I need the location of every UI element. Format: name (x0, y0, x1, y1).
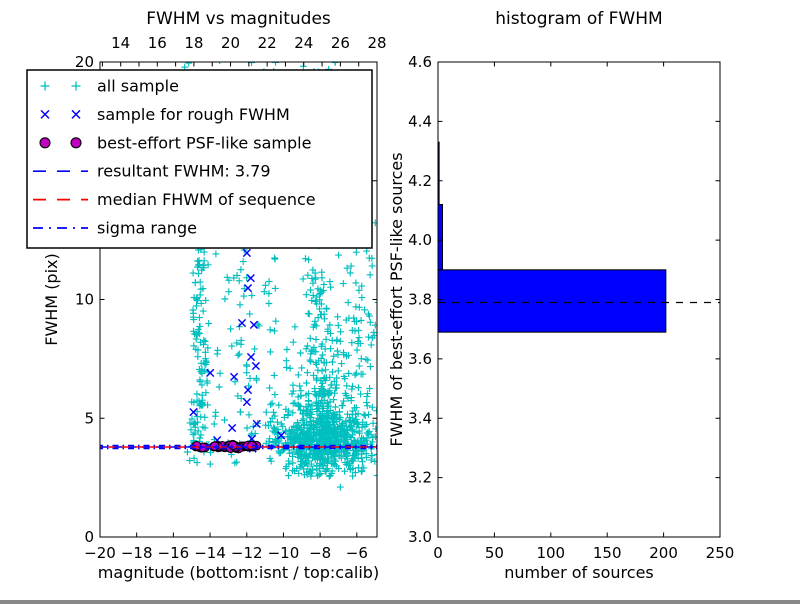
hist-bar-0 (438, 269, 667, 333)
psf-sample-point (210, 441, 220, 451)
left-plot-ylabel: FWHM (pix) (42, 253, 61, 346)
x-tick-label: 150 (593, 544, 622, 562)
hist-bar-1 (438, 204, 444, 271)
x-tick-label: −10 (268, 544, 300, 562)
legend-item-label: sample for rough FWHM (97, 105, 290, 124)
legend-x-marker-icon (71, 109, 81, 119)
x-tick-label: 50 (485, 544, 504, 562)
x-tick-label: −16 (158, 544, 190, 562)
top-tick-label: 16 (148, 34, 167, 52)
x-tick-label: −12 (231, 544, 263, 562)
legend-item-label: median FHWM of sequence (97, 190, 316, 209)
x-tick-label: 0 (433, 544, 443, 562)
y-tick-label: 3.4 (408, 409, 432, 427)
x-tick-label: −18 (121, 544, 153, 562)
top-tick-label: 22 (258, 34, 277, 52)
legend: all sample sample for rough FWHM best-effo… (26, 69, 373, 249)
y-tick-label: 4.2 (408, 172, 432, 190)
y-tick-label: 0 (84, 528, 94, 546)
legend-item-1: sample for rough FWHM (40, 105, 290, 124)
top-tick-label: 28 (367, 34, 386, 52)
top-tick-label: 26 (331, 34, 350, 52)
legend-item-label: best-effort PSF-like sample (97, 133, 311, 152)
top-tick-label: 20 (221, 34, 240, 52)
left-plot-title: FWHM vs magnitudes (146, 9, 331, 29)
x-tick-label: 250 (706, 544, 735, 562)
legend-item-5: sigma range (33, 219, 197, 238)
y-tick-label: 4.4 (408, 112, 432, 130)
right-plot-ylabel: FWHM of best-effort PSF-like sources (387, 152, 406, 446)
legend-item-0: all sample (40, 77, 179, 96)
legend-item-3: resultant FWHM: 3.79 (33, 162, 271, 181)
y-tick-label: 20 (75, 53, 94, 71)
x-tick-label: 200 (649, 544, 678, 562)
y-tick-label: 3.2 (408, 469, 432, 487)
x-tick-label: −8 (309, 544, 331, 562)
legend-plus-marker-icon (40, 81, 50, 91)
legend-item-4: median FHWM of sequence (33, 190, 316, 209)
y-tick-label: 3.0 (408, 528, 432, 546)
x-tick-label: 100 (536, 544, 565, 562)
legend-circle-marker-icon (70, 137, 82, 149)
x-tick-label: −20 (84, 544, 116, 562)
legend-circle-marker-icon (39, 137, 51, 149)
y-tick-label: 3.6 (408, 350, 432, 368)
y-tick-label: 10 (75, 291, 94, 309)
y-tick-label: 4.0 (408, 231, 432, 249)
legend-item-label: sigma range (97, 219, 197, 238)
left-plot-data-area (100, 62, 377, 491)
y-tick-label: 4.6 (408, 53, 432, 71)
legend-plus-marker-icon (71, 81, 81, 91)
psf-sample-point (228, 440, 238, 451)
all-sample-points (180, 62, 377, 491)
x-tick-label: −14 (194, 544, 226, 562)
left-plot-xlabel: magnitude (bottom:isnt / top:calib) (98, 563, 379, 582)
top-tick-label: 24 (294, 34, 313, 52)
y-tick-label: 3.8 (408, 291, 432, 309)
y-tick-label: 5 (84, 409, 94, 427)
hist-bar-2 (438, 141, 440, 205)
legend-item-label: resultant FWHM: 3.79 (97, 162, 271, 181)
right-plot-data-area (438, 141, 720, 333)
top-tick-label: 14 (111, 34, 130, 52)
legend-item-2: best-effort PSF-like sample (39, 133, 311, 152)
top-tick-label: 18 (184, 34, 203, 52)
legend-box (26, 69, 373, 249)
legend-x-marker-icon (40, 109, 50, 119)
legend-item-label: all sample (97, 77, 179, 96)
x-tick-label: −6 (346, 544, 368, 562)
right-plot-title: histogram of FWHM (495, 9, 662, 29)
right-plot: 0 50 100 150 200 250 3.0 3.2 3.4 3.6 3.8 4.0 4.2 4.4 4… (387, 9, 734, 582)
right-plot-xlabel: number of sources (504, 563, 654, 582)
